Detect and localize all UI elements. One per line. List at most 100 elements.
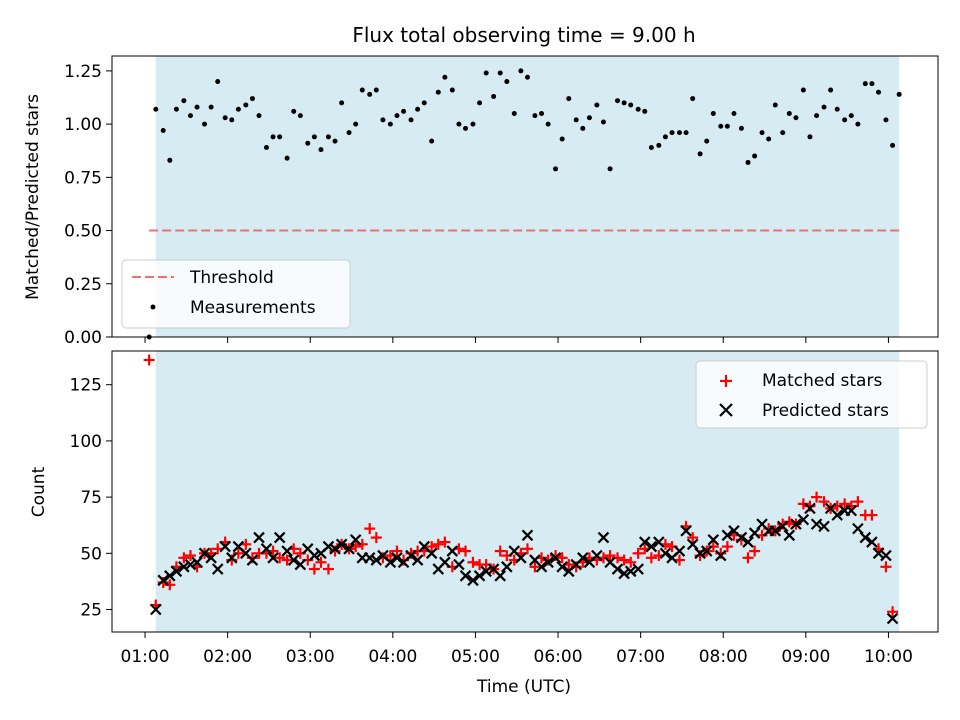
top-panel: 0.00 0.25 0.50 0.75 1.00 1.25 Matched/Predict… [23, 55, 939, 348]
matched-star-marker [308, 563, 320, 575]
measurement-point [615, 98, 621, 104]
measurement-point [202, 121, 208, 127]
measurement-point [181, 98, 187, 104]
top-y-tick-label: 1.25 [64, 62, 102, 82]
measurement-point [483, 70, 489, 76]
measurement-point [628, 102, 634, 108]
predicted-star-marker [886, 612, 899, 625]
measurement-point [408, 117, 414, 123]
chart-title: Flux total observing time = 9.00 h [352, 23, 695, 47]
matched-star-marker [625, 556, 637, 568]
x-tick-label: 06:00 [534, 647, 583, 667]
predicted-star-marker [473, 570, 486, 582]
predicted-star-marker [638, 536, 651, 548]
measurement-point [497, 70, 503, 76]
measurement-point [807, 134, 813, 140]
predicted-star-marker [191, 556, 203, 569]
measurement-point [243, 102, 249, 108]
measurement-point [346, 130, 352, 136]
measurement-point [772, 102, 778, 108]
predicted-star-marker [686, 538, 699, 551]
matched-star-marker [281, 554, 293, 566]
predicted-star-marker [659, 547, 672, 560]
predicted-star-marker [735, 531, 748, 544]
predicted-star-marker [818, 520, 830, 533]
matched-star-marker [604, 550, 616, 562]
threshold-legend-label: Threshold [189, 268, 274, 288]
predicted-star-marker [776, 520, 789, 533]
matched-star-marker [887, 606, 899, 618]
measurement-point [311, 134, 317, 140]
matched-star-marker [852, 496, 864, 508]
predicted-star-marker [707, 534, 720, 546]
measurement-point [876, 89, 882, 95]
bottom-y-tick-label: 100 [70, 432, 102, 452]
measurement-point [786, 110, 792, 116]
predicted-star-marker [721, 529, 734, 542]
measurement-point [539, 110, 545, 116]
matched-star-marker [866, 509, 878, 521]
predicted-star-marker [178, 561, 190, 573]
x-tick-label: 05:00 [451, 647, 500, 667]
predicted-star-marker [866, 536, 878, 548]
matched-star-marker [370, 532, 382, 544]
measurement-point [167, 157, 173, 163]
measurement-point [387, 121, 393, 127]
measurement-point [553, 166, 559, 172]
top-y-tick-label: 0.50 [64, 222, 102, 242]
predicted-star-marker [790, 518, 802, 530]
measurement-point [766, 136, 772, 142]
matched-star-marker [322, 563, 334, 575]
predicted-star-marker [329, 543, 341, 555]
predicted-star-marker [446, 545, 459, 557]
measurement-point [173, 106, 179, 112]
x-tick-label: 09:00 [781, 647, 830, 667]
measurement-point [724, 123, 730, 129]
matched-star-marker [364, 523, 376, 535]
measurement-point [697, 151, 703, 157]
measurement-point [635, 106, 641, 112]
bottom-y-tick-label: 25 [80, 601, 102, 621]
measurement-point [367, 91, 373, 97]
measurements-legend-swatch [150, 304, 156, 310]
predicted-legend-swatch [719, 403, 733, 417]
measurement-point [256, 113, 262, 119]
measurement-point [435, 89, 441, 95]
measurement-point [532, 113, 538, 119]
measurement-point [463, 125, 469, 131]
matched-star-marker [811, 491, 823, 503]
measurement-point [421, 100, 427, 106]
measurement-point [270, 134, 276, 140]
predicted-star-marker [535, 561, 548, 573]
predicted-star-marker [549, 552, 562, 564]
predicted-star-marker [859, 531, 872, 544]
measurement-point [731, 110, 737, 116]
measurement-point [710, 110, 716, 116]
top-y-tick-label: 0.00 [64, 328, 102, 348]
measurement-point [208, 104, 214, 110]
measurement-point [883, 117, 889, 123]
measurement-point [669, 130, 675, 136]
measurement-point [780, 130, 786, 136]
predicted-star-marker [597, 531, 610, 544]
measurement-point [869, 81, 875, 87]
predicted-star-marker [363, 552, 376, 564]
measurement-point [600, 119, 606, 125]
measurement-point [504, 79, 510, 85]
predicted-star-marker [246, 554, 259, 566]
measurement-point [821, 104, 827, 110]
measurement-point [890, 142, 896, 148]
measurement-point [566, 96, 572, 102]
measurement-point [187, 113, 193, 119]
measurement-point [401, 108, 407, 114]
measurement-point [291, 108, 297, 114]
measurement-point [862, 81, 868, 87]
x-tick-label: 08:00 [699, 647, 748, 667]
predicted-star-marker [370, 554, 383, 566]
predicted-star-marker [164, 570, 176, 582]
measurement-point [415, 106, 421, 112]
x-tick-label: 10:00 [864, 647, 913, 667]
measurement-point [648, 145, 654, 151]
measurement-point [848, 113, 854, 119]
